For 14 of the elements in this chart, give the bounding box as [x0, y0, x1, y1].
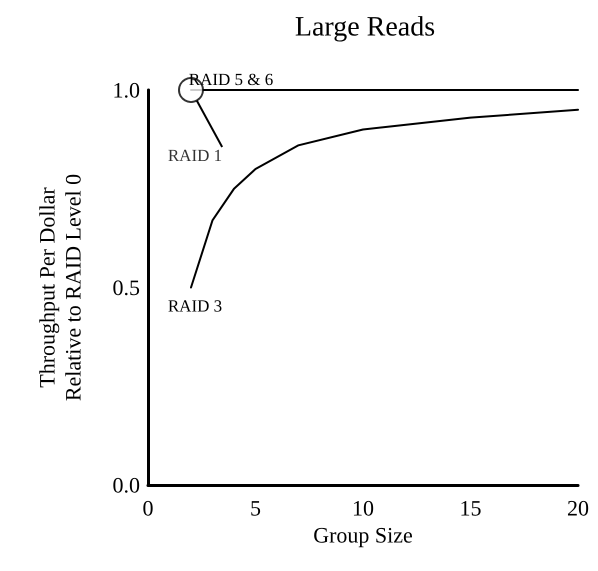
x-tick-label: 15	[460, 496, 482, 520]
x-tick-label: 0	[142, 496, 154, 520]
y-tick-label: 0.0	[112, 472, 140, 498]
y-tick-label: 0.5	[112, 275, 140, 300]
text: RAID 1	[168, 146, 222, 165]
series-label: RAID 3	[168, 296, 222, 316]
y-tick-label: 1.0	[112, 78, 140, 102]
x-tick-label: 5	[250, 496, 261, 520]
x-tick-label: 20	[567, 496, 589, 520]
y-axis-title: Throughput Per Dollar Relative to RAID Level 0	[34, 174, 86, 402]
series-label: RAID 5 & 6	[188, 70, 274, 89]
x-tick-label: 10	[352, 496, 374, 520]
x-axis-title: Group Size	[313, 522, 413, 548]
chart-title: Large Reads	[294, 12, 436, 42]
